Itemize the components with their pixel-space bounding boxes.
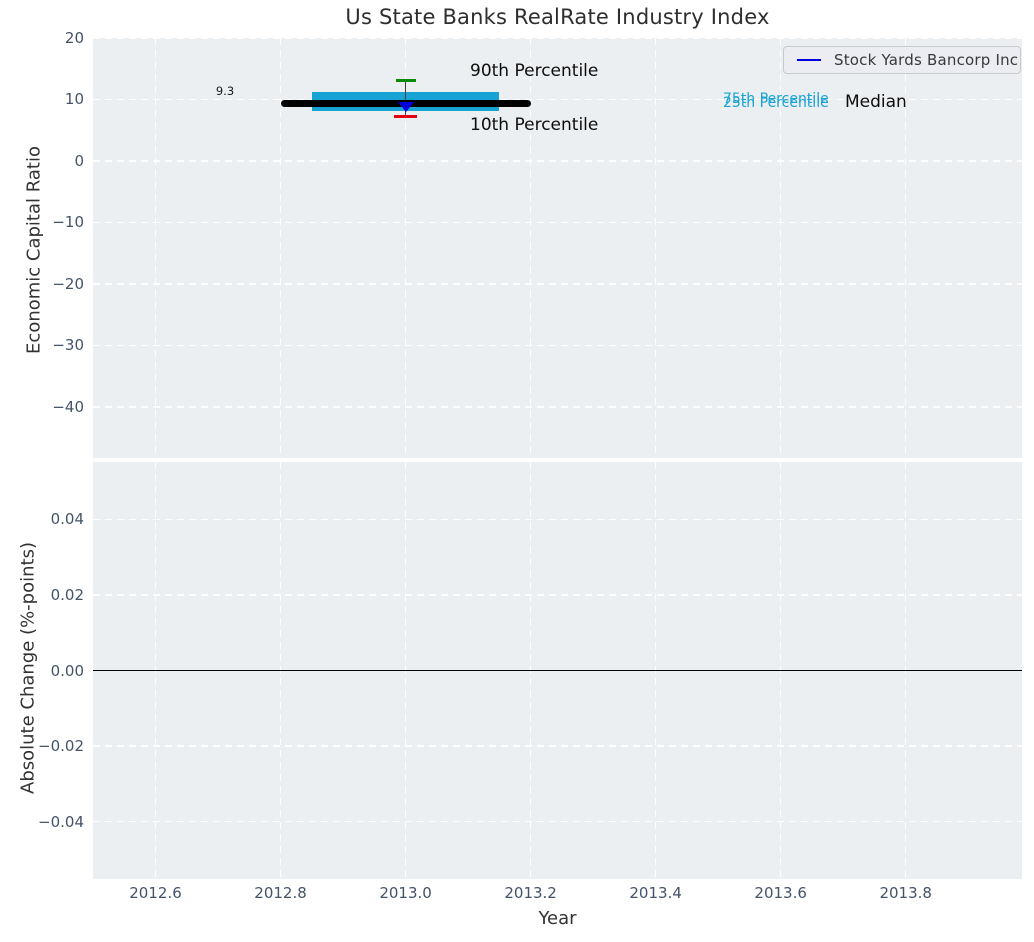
gridline-horizontal <box>93 37 1022 39</box>
y-tick-label: 10 <box>64 90 84 109</box>
y-tick-label: 0.02 <box>50 585 84 604</box>
chart-title: Us State Banks RealRate Industry Index <box>345 5 770 29</box>
gridline-horizontal <box>93 820 1022 823</box>
gridline-vertical <box>529 38 532 458</box>
y-tick-label: −40 <box>52 397 84 416</box>
gridline-horizontal <box>93 283 1022 285</box>
gridline-horizontal <box>93 406 1022 408</box>
annotation-25th-percentile: 25th Percentile <box>723 95 829 111</box>
y-tick-label: 20 <box>64 29 84 47</box>
y-axis-label-top: Economic Capital Ratio <box>23 146 45 354</box>
y-tick-label: 0 <box>74 151 84 170</box>
whisker-line <box>404 80 407 117</box>
x-axis-label: Year <box>538 908 577 929</box>
gridline-horizontal <box>93 221 1022 224</box>
y-tick-label: −10 <box>52 213 84 232</box>
x-tick-label: 2013.6 <box>754 884 807 902</box>
gridline-vertical <box>779 38 782 458</box>
x-tick-label: 2013.0 <box>379 884 432 902</box>
zero-line <box>93 669 1022 672</box>
annotation-median: Median <box>845 92 907 112</box>
legend-box: Stock Yards Bancorp Inc <box>783 46 1021 74</box>
y-tick-label: −0.02 <box>38 737 84 756</box>
x-tick-label: 2013.2 <box>504 884 557 902</box>
y-tick-label: 0.00 <box>50 661 84 680</box>
gridline-vertical <box>279 38 282 458</box>
x-tick-label: 2013.4 <box>629 884 682 902</box>
p90-cap <box>395 78 416 82</box>
legend-series-label: Stock Yards Bancorp Inc <box>834 51 1019 69</box>
gridline-vertical <box>904 38 907 458</box>
legend-line-swatch <box>797 58 821 62</box>
gridline-horizontal <box>93 344 1022 347</box>
top-plot-area <box>93 37 1022 458</box>
gridline-horizontal <box>93 98 1022 101</box>
x-tick-label: 2013.8 <box>879 884 932 902</box>
y-tick-label: −30 <box>52 336 84 355</box>
x-tick-label: 2012.8 <box>254 884 307 902</box>
y-tick-label: 0.04 <box>50 510 84 529</box>
gridline-horizontal <box>93 745 1022 747</box>
gridline-horizontal <box>93 594 1022 596</box>
p10-cap <box>394 115 418 119</box>
gridline-vertical <box>154 38 157 458</box>
x-tick-label: 2012.6 <box>129 884 182 902</box>
gridline-horizontal <box>93 160 1022 162</box>
y-tick-label: −0.04 <box>38 812 84 831</box>
gridline-horizontal <box>93 518 1022 521</box>
annotation-90th-percentile: 90th Percentile <box>470 61 599 81</box>
y-tick-label: −20 <box>52 274 84 293</box>
median-value-label: 9.3 <box>215 84 235 98</box>
bottom-plot-area <box>93 462 1022 879</box>
company-marker <box>397 102 414 113</box>
gridline-vertical <box>654 38 657 458</box>
annotation-10th-percentile: 10th Percentile <box>470 115 599 135</box>
annotation-75th-percentile: 75th Percentile <box>723 91 829 107</box>
gridline-vertical <box>404 38 407 458</box>
